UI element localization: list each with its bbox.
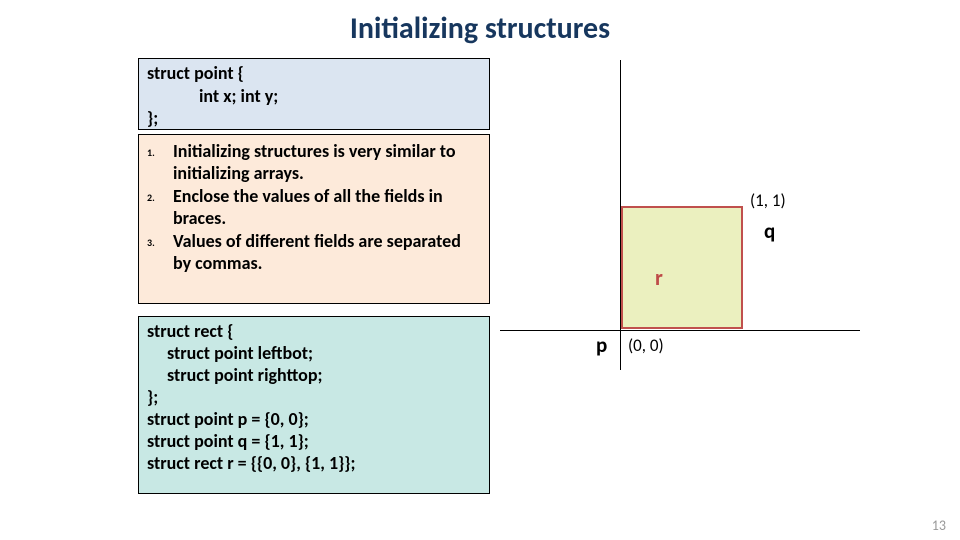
bullet-text: Values of different fields are separated… [173,231,481,274]
bullet-number: 1. [147,141,173,184]
x-axis [500,330,860,331]
code-line: struct rect { [147,321,481,343]
code-line: struct point q = {1, 1}; [147,431,481,453]
rect-r-shape [621,206,743,329]
bullet-number: 2. [147,186,173,229]
label-q: q [764,218,775,244]
code-block-point: struct point { int x; int y; }; [138,58,490,130]
slide-title: Initializing structures [0,10,960,47]
list-item: 2. Enclose the values of all the fields … [147,186,481,229]
code-line: int x; int y; [147,85,481,108]
label-topright: (1, 1) [750,190,786,211]
code-line: }; [147,107,481,130]
bullet-text: Enclose the values of all the fields in … [173,186,481,229]
code-line: struct point righttop; [147,365,481,387]
page-number: 13 [932,517,946,534]
code-line: struct point leftbot; [147,343,481,365]
bullets-box: 1. Initializing structures is very simil… [138,134,490,304]
code-block-rect: struct rect { struct point leftbot; stru… [138,316,490,494]
slide: Initializing structures struct point { i… [0,0,960,540]
label-origin: (0, 0) [628,335,664,356]
label-r: r [655,264,663,291]
list-item: 1. Initializing structures is very simil… [147,141,481,184]
code-line: struct point p = {0, 0}; [147,409,481,431]
bullet-text: Initializing structures is very similar … [173,141,481,184]
code-line: }; [147,387,481,409]
label-p: p [596,332,607,358]
code-line: struct rect r = {{0, 0}, {1, 1}}; [147,453,481,475]
bullet-number: 3. [147,231,173,274]
coordinate-diagram: (1, 1) q r p (0, 0) [500,60,860,390]
code-line: struct point { [147,62,481,85]
list-item: 3. Values of different fields are separa… [147,231,481,274]
